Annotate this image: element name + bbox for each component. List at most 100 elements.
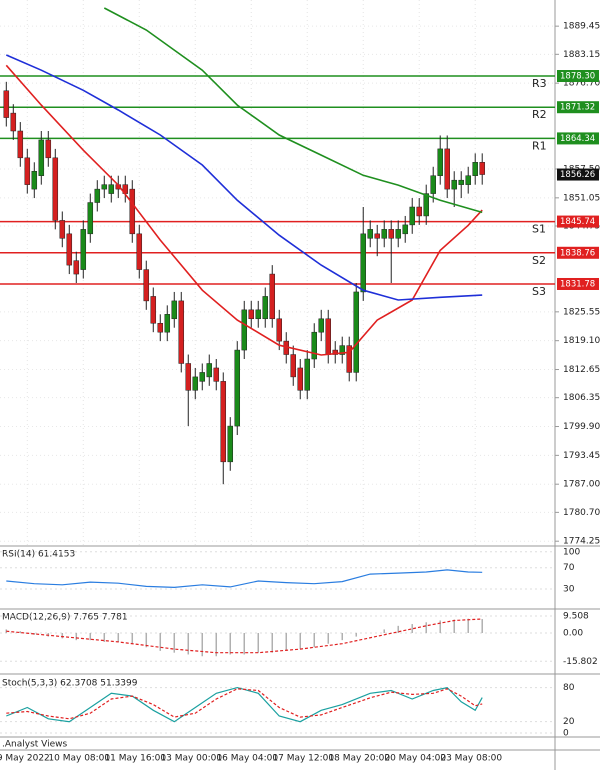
y-tick-label: 1876.70 — [563, 79, 600, 89]
y-tick-label: 70 — [563, 563, 575, 573]
indicator-title: Stoch(5,3,3) 62.3708 51.3399 — [2, 679, 138, 689]
candle-body — [423, 193, 429, 217]
x-tick-label: 13 May 00:00 — [160, 754, 222, 764]
candle-body — [416, 206, 422, 217]
candle-body — [136, 233, 143, 270]
y-tick-label: 80 — [563, 683, 575, 693]
candle-body — [178, 300, 185, 364]
indicator-line — [6, 688, 483, 720]
level-name: S2 — [532, 254, 546, 267]
candle-body — [444, 148, 450, 190]
candle-body — [38, 139, 45, 176]
candle-body — [479, 162, 485, 175]
level-name: R2 — [532, 108, 547, 121]
candle-body — [346, 345, 352, 373]
level-tag-label: 1871.32 — [560, 103, 595, 113]
candle-body — [451, 179, 457, 190]
level-name: R1 — [532, 139, 547, 152]
y-tick-label: 1889.45 — [563, 22, 600, 32]
candle-body — [430, 175, 436, 194]
candle-body — [374, 233, 380, 239]
y-tick-label: 1825.55 — [563, 307, 600, 317]
candle-body — [157, 322, 164, 333]
indicator-line — [6, 569, 483, 589]
candle-body — [276, 318, 282, 342]
candle-body — [87, 202, 94, 235]
moving-average — [103, 7, 483, 214]
candle-body — [94, 188, 101, 203]
level-tag-label: 1831.78 — [560, 279, 595, 289]
level-name: R3 — [532, 77, 547, 90]
y-tick-label: 30 — [563, 585, 575, 595]
level-tag — [557, 132, 599, 145]
level-tag — [557, 101, 599, 114]
y-tick-label: 0 — [563, 729, 569, 739]
candle-body — [437, 148, 443, 176]
level-tag — [557, 215, 599, 228]
candle-body — [17, 130, 24, 159]
candle-body — [150, 296, 157, 324]
candle-body — [472, 162, 478, 176]
y-tick-label: 20 — [563, 717, 575, 727]
candle-body — [269, 273, 276, 320]
candle-body — [206, 363, 213, 378]
indicator-line — [6, 686, 483, 723]
candle-body — [52, 157, 59, 221]
level-tag — [557, 277, 599, 290]
candle-body — [143, 269, 150, 302]
x-tick-label: 17 May 12:00 — [272, 754, 334, 764]
y-tick-label: 1793.45 — [563, 451, 600, 461]
last-price-label: 1856.26 — [560, 170, 595, 180]
x-tick-label: 11 May 16:00 — [104, 754, 166, 764]
candle-body — [220, 381, 227, 463]
candle-body — [241, 309, 248, 351]
last-price-tag — [557, 168, 599, 181]
candle-body — [318, 318, 324, 333]
candle-body — [297, 367, 303, 391]
candle-body — [255, 309, 262, 320]
level-tag — [557, 70, 599, 83]
candle-body — [234, 349, 241, 427]
x-tick-label: 16 May 04:00 — [216, 754, 278, 764]
x-tick-label: 23 May 08:00 — [440, 754, 502, 764]
candle-body — [31, 170, 38, 190]
level-tag-label: 1864.34 — [560, 134, 595, 144]
candle-body — [458, 179, 464, 185]
moving-average — [5, 54, 483, 301]
level-tag-label: 1845.74 — [560, 217, 595, 227]
y-tick-label: 1787.00 — [563, 480, 600, 490]
y-tick-label: 1780.70 — [563, 508, 600, 518]
candle-body — [409, 206, 415, 226]
candle-body — [360, 233, 366, 293]
candle-body — [367, 229, 373, 239]
y-tick-label: 1851.05 — [563, 193, 600, 203]
candle-body — [381, 229, 387, 239]
y-tick-label: 1883.15 — [563, 50, 600, 60]
x-tick-label: 9 May 2022 — [0, 754, 50, 764]
candle-body — [24, 157, 31, 185]
candle-body — [10, 112, 17, 132]
candle-body — [171, 300, 178, 320]
candle-body — [311, 331, 317, 360]
y-tick-label: -15.802 — [563, 657, 598, 667]
candle-body — [262, 296, 269, 320]
candle-body — [332, 349, 338, 355]
candle-body — [395, 229, 401, 239]
candle-body — [339, 345, 345, 355]
level-name: S1 — [532, 223, 546, 236]
y-tick-label: 0.00 — [563, 628, 583, 638]
candle-body — [213, 367, 220, 382]
candle-body — [402, 224, 408, 235]
indicator-title: RSI(14) 61.4153 — [2, 550, 75, 560]
candle-body — [129, 188, 136, 235]
level-name: S3 — [532, 285, 546, 298]
candle-body — [101, 184, 108, 190]
level-tag — [557, 246, 599, 259]
candle-body — [304, 358, 310, 391]
y-tick-label: 1812.65 — [563, 365, 600, 375]
candle-body — [45, 139, 52, 159]
y-tick-label: 9.508 — [563, 611, 589, 621]
candle-body — [59, 220, 66, 239]
candle-body — [199, 372, 206, 382]
level-tag-label: 1838.76 — [560, 248, 595, 258]
